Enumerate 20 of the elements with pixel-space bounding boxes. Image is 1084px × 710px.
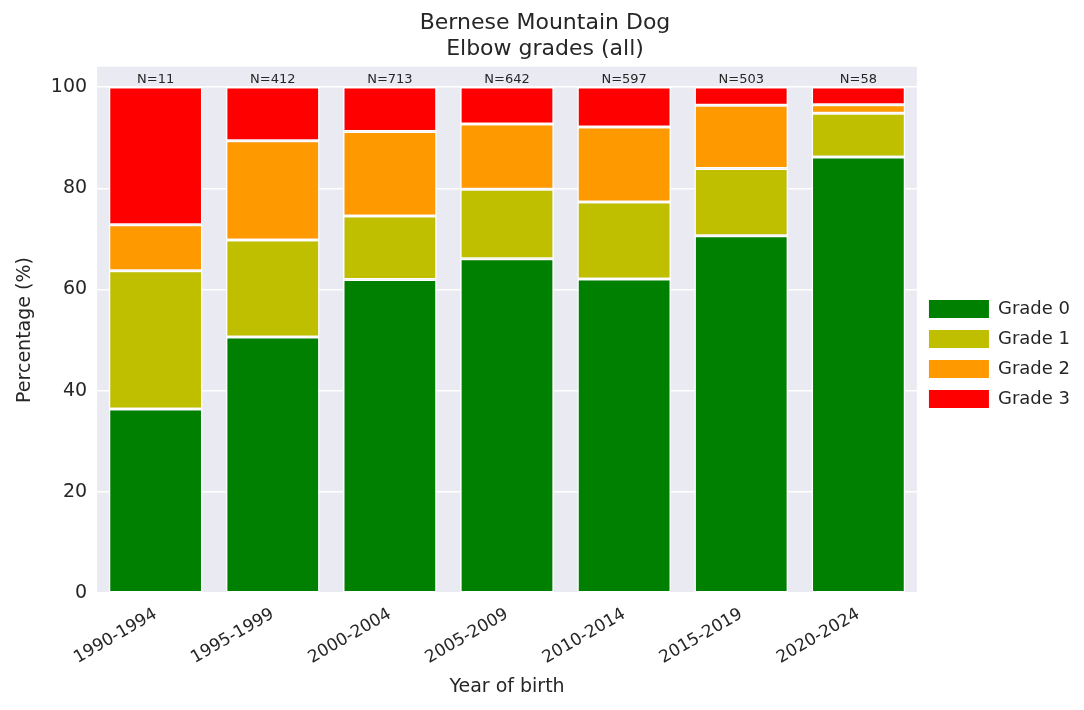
legend-label: Grade 3 — [997, 386, 1071, 408]
y-tick-label: 20 — [62, 478, 88, 501]
annotation: N=597 — [601, 70, 647, 86]
y-tick-label: 100 — [50, 73, 88, 96]
legend-label: Grade 2 — [997, 356, 1071, 378]
legend-label: Grade 0 — [997, 296, 1071, 318]
x-axis-title: Year of birth — [448, 673, 565, 696]
y-tick-label: 60 — [62, 276, 88, 299]
annotation: N=503 — [718, 70, 764, 86]
legend-label: Grade 1 — [997, 326, 1071, 348]
annotation: N=58 — [839, 70, 877, 86]
y-tick-label: 0 — [74, 580, 88, 603]
y-axis-title: Percentage (%) — [12, 257, 35, 403]
annotation: N=11 — [137, 70, 175, 86]
annotation: N=412 — [250, 70, 296, 86]
annotation: N=642 — [484, 70, 530, 86]
y-tick-label: 80 — [62, 175, 88, 198]
chart-title: Bernese Mountain Dog Elbow grades (all) — [419, 8, 671, 61]
y-tick-label: 40 — [62, 377, 88, 400]
annotation: N=713 — [367, 70, 413, 86]
